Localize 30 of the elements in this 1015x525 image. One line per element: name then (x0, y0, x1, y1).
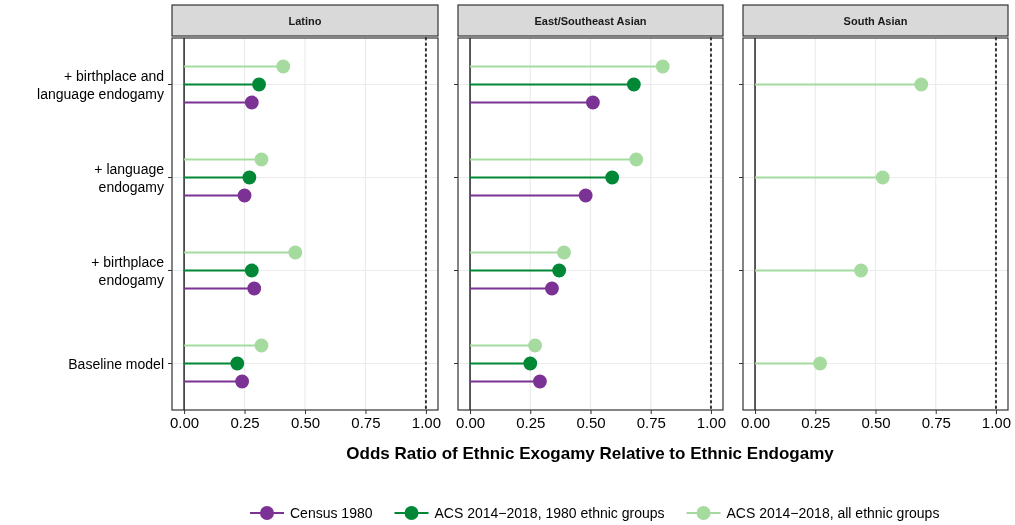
x-tick-label: 0.25 (230, 413, 260, 431)
x-tick-label: 1.00 (411, 413, 442, 431)
x-tick-label: 0.00 (740, 413, 771, 431)
x-tick-label: 0.50 (576, 413, 606, 431)
point (914, 77, 929, 92)
x-tick-label: 0.75 (921, 413, 951, 431)
x-tick-label: 0.50 (861, 413, 891, 431)
chart-title: South Asian (843, 14, 908, 27)
x-tick-label: 0.75 (351, 413, 381, 431)
legend-label: Census 1980 (290, 505, 373, 521)
x-tick-label: 0.25 (801, 413, 831, 431)
x-tick-label: 0.75 (636, 413, 666, 431)
legend-label: ACS 2014−2018, all ethnic groups (726, 505, 940, 521)
point (875, 170, 890, 185)
point (854, 263, 868, 278)
x-tick-label: 1.00 (981, 413, 1012, 431)
x-tick-label: 0.00 (169, 413, 200, 431)
y-tick-label: + language endogamy (94, 160, 165, 195)
x-tick-label: 1.00 (696, 413, 727, 431)
legend-label: ACS 2014−2018, 1980 ethnic groups (434, 505, 665, 521)
y-tick-label: + birthplace and language endogamy (37, 67, 164, 102)
x-axis-title: Odds Ratio of Ethnic Exogamy Relative to Ethnic Endogamy (346, 444, 835, 463)
x-tick-label: 0.00 (455, 413, 486, 431)
chart-title: East/Southeast Asian (534, 14, 647, 27)
x-tick-label: 0.50 (290, 413, 321, 431)
point (813, 356, 827, 371)
y-tick-label: Baseline model (68, 355, 164, 372)
chart-title: Latino (288, 14, 322, 27)
x-tick-label: 0.25 (516, 413, 546, 431)
y-tick-label: + birthplace endogamy (91, 253, 165, 288)
